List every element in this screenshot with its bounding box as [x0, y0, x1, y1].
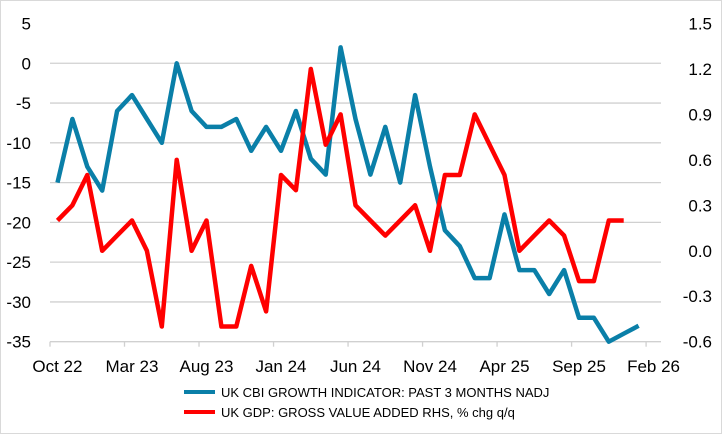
x-axis-tick-label: Jun 24 — [330, 357, 381, 376]
right-axis-tick-label: 0.3 — [688, 196, 712, 215]
left-axis-tick-label: -35 — [6, 333, 31, 352]
x-axis-tick-label: Mar 23 — [106, 357, 159, 376]
right-axis-tick-label: -0.6 — [683, 333, 712, 352]
x-axis-tick-label: Aug 23 — [180, 357, 234, 376]
left-axis-tick-label: -25 — [6, 253, 31, 272]
left-axis-tick-label: -15 — [6, 174, 31, 193]
x-axis-tick-label: Apr 25 — [479, 357, 529, 376]
x-axis-tick-label: Oct 22 — [32, 357, 82, 376]
left-axis-tick-label: -10 — [6, 134, 31, 153]
right-axis-tick-label: 0.9 — [688, 105, 712, 124]
x-axis-tick-label: Nov 24 — [403, 357, 457, 376]
right-axis-tick-label: -0.3 — [683, 287, 712, 306]
x-axis-tick-label: Sep 25 — [552, 357, 606, 376]
right-axis-tick-label: 0.0 — [688, 242, 712, 261]
left-axis-tick-label: 5 — [22, 15, 31, 34]
x-axis-tick-label: Jan 24 — [255, 357, 306, 376]
left-axis-tick-label: -20 — [6, 213, 31, 232]
legend-label-gdp: UK GDP: GROSS VALUE ADDED RHS, % chg q/q — [221, 405, 515, 420]
left-axis-tick-label: -30 — [6, 293, 31, 312]
legend: UK CBI GROWTH INDICATOR: PAST 3 MONTHS N… — [184, 385, 549, 420]
right-axis-tick-label: 1.2 — [688, 60, 712, 79]
cbi-series-line — [58, 47, 639, 341]
legend-label-cbi: UK CBI GROWTH INDICATOR: PAST 3 MONTHS N… — [221, 385, 549, 400]
left-axis-tick-label: 0 — [22, 54, 31, 73]
right-axis-tick-label: 1.5 — [688, 15, 712, 34]
left-axis-tick-label: -5 — [16, 94, 31, 113]
right-axis-tick-label: 0.6 — [688, 151, 712, 170]
x-axis-tick-label: Feb 26 — [627, 357, 680, 376]
